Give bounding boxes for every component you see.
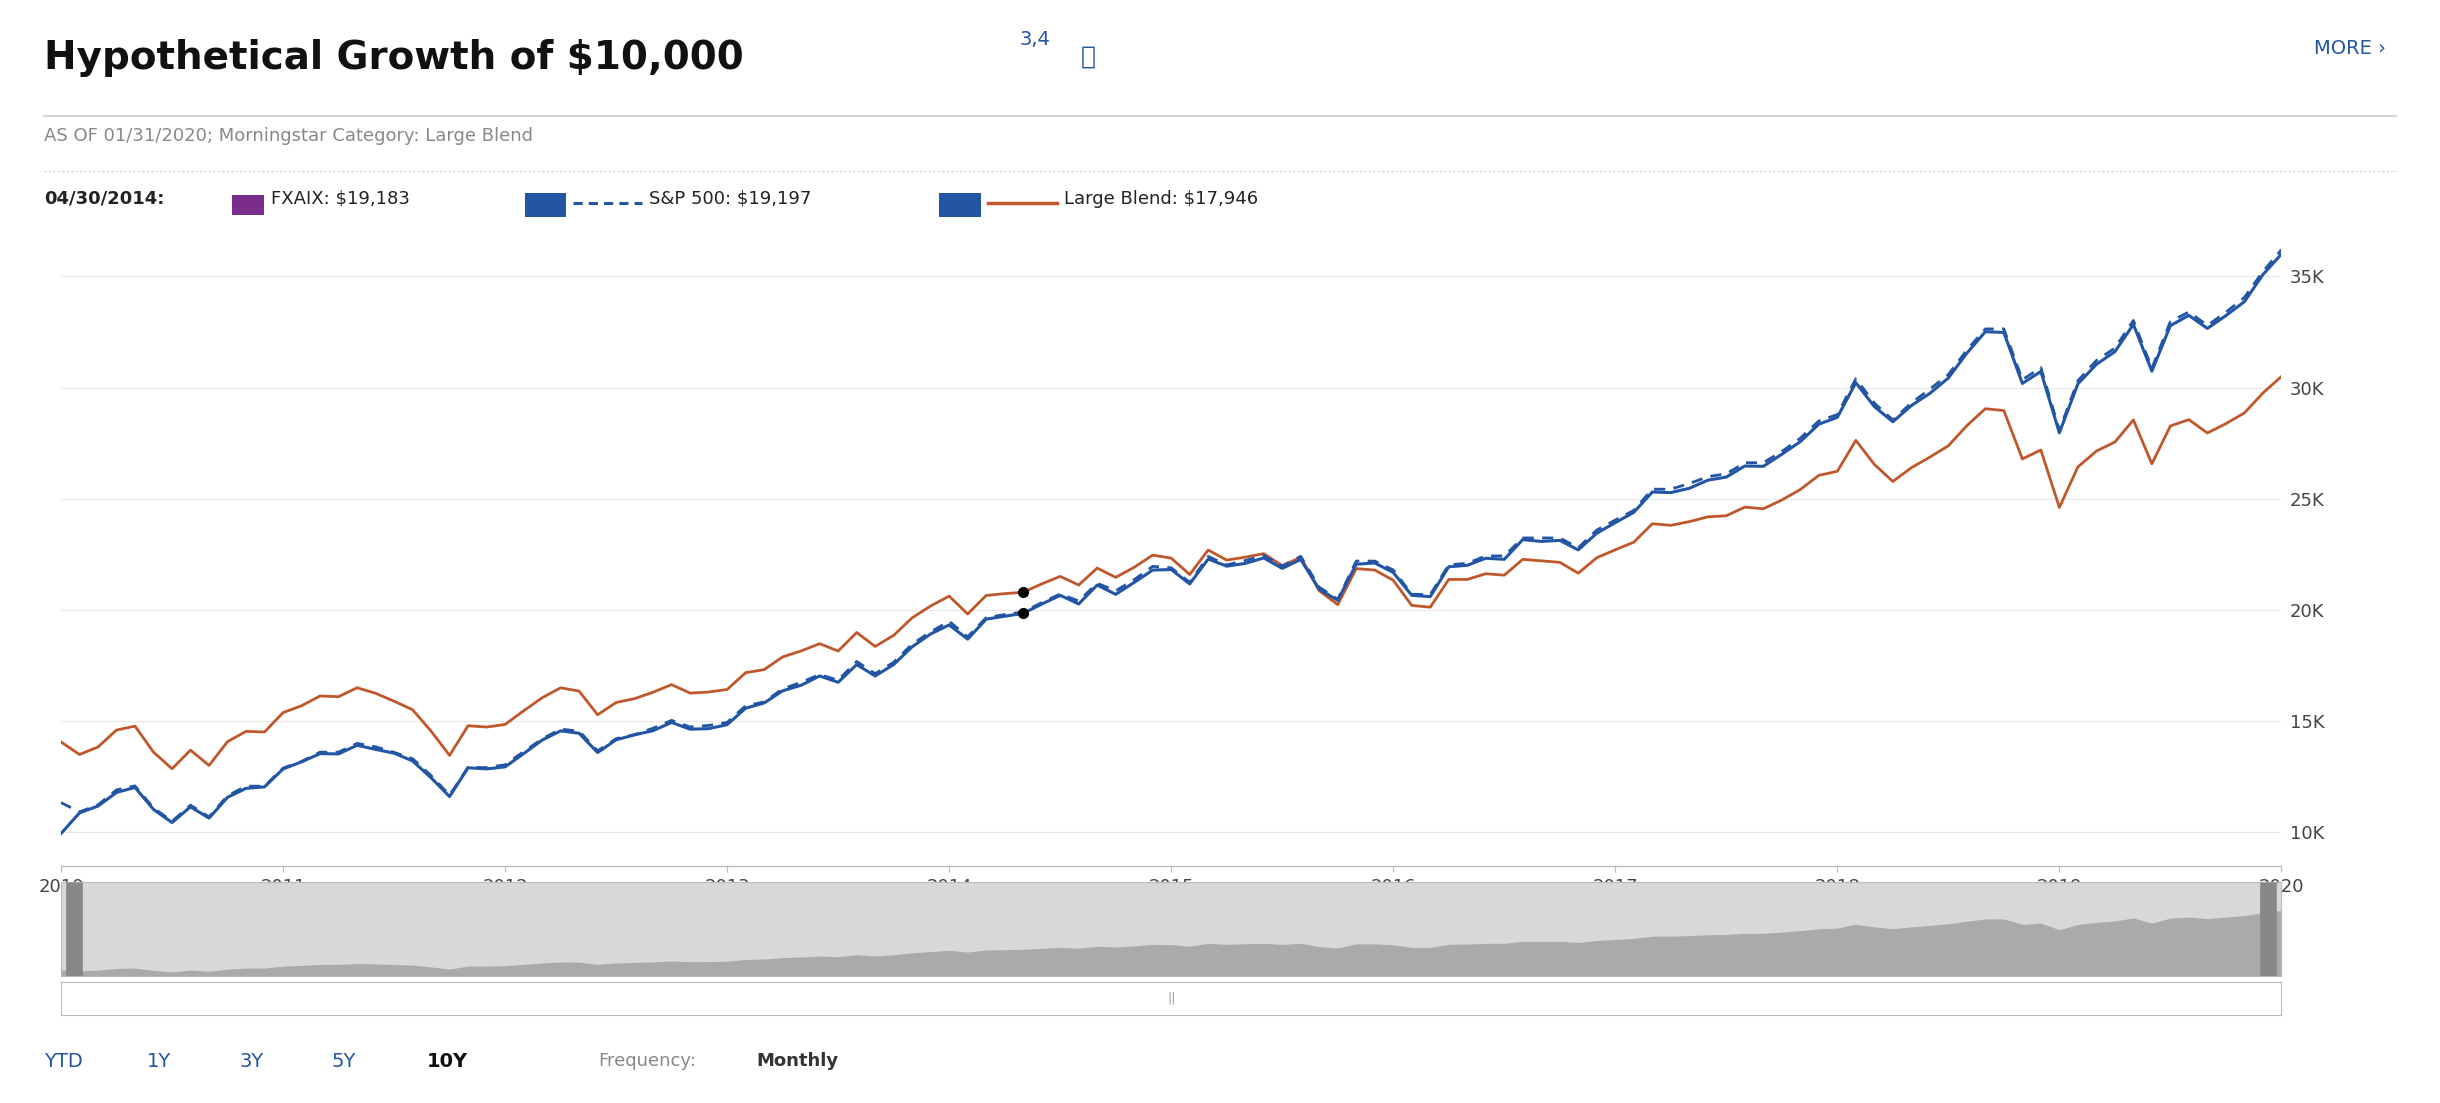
Text: Hypothetical Growth of $10,000: Hypothetical Growth of $10,000 — [44, 39, 744, 76]
Text: 3Y: 3Y — [239, 1051, 264, 1071]
Text: 3,4: 3,4 — [1020, 30, 1052, 49]
Text: AS OF 01/31/2020; Morningstar Category: Large Blend: AS OF 01/31/2020; Morningstar Category: … — [44, 127, 532, 144]
Text: ✓: ✓ — [534, 192, 547, 206]
Text: FXAIX: $19,183: FXAIX: $19,183 — [271, 190, 410, 207]
Text: YTD: YTD — [44, 1051, 83, 1071]
Text: MORE ›: MORE › — [2316, 39, 2386, 57]
Text: ⓘ: ⓘ — [1081, 44, 1096, 68]
Text: ✓: ✓ — [949, 192, 961, 206]
Text: 04/30/2014:: 04/30/2014: — [44, 190, 163, 207]
Text: Monthly: Monthly — [756, 1052, 839, 1070]
Text: Frequency:: Frequency: — [598, 1052, 695, 1070]
Text: 1Y: 1Y — [146, 1051, 171, 1071]
Text: Large Blend: $17,946: Large Blend: $17,946 — [1064, 190, 1259, 207]
Text: 10Y: 10Y — [427, 1051, 468, 1071]
Text: ||: || — [1166, 992, 1176, 1005]
Text: S&P 500: $19,197: S&P 500: $19,197 — [649, 190, 813, 207]
Text: 5Y: 5Y — [332, 1051, 356, 1071]
